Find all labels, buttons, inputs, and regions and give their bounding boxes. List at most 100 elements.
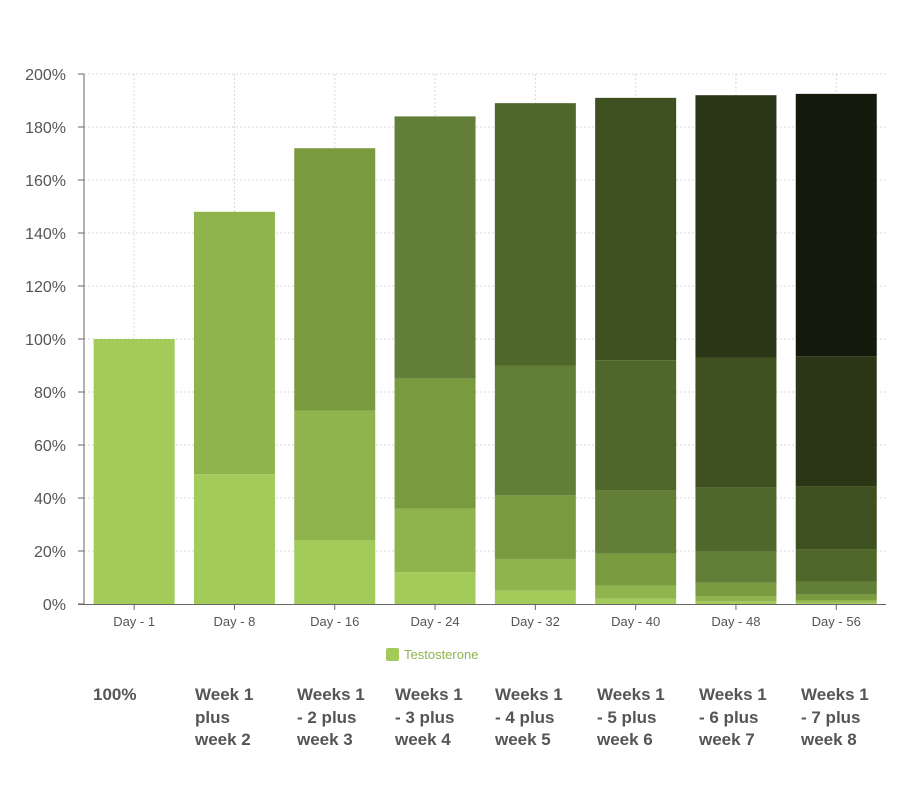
caption-line: - 7 plus [801, 707, 861, 727]
bar-stack[interactable] [795, 93, 877, 604]
y-axis-ticks: 0% 20% 40% 60% 80% 100% 120% 140% 160% 180% 200% [25, 67, 84, 614]
category-caption: 100% [93, 684, 185, 707]
legend-swatch[interactable] [386, 648, 399, 661]
bar-segment[interactable] [695, 487, 777, 551]
stacked-bar-chart: 0% 20% 40% 60% 80% 100% 120% 140% 160% 180% 200% D… [25, 67, 886, 662]
x-tick-label: Day - 1 [113, 614, 155, 629]
y-tick-label: 200% [25, 67, 66, 84]
y-tick-label: 20% [34, 544, 66, 561]
caption-line: - 4 plus [495, 707, 555, 727]
caption-line: week 8 [801, 730, 857, 749]
category-caption: Weeks 1 - 2 plus week 3 [297, 684, 389, 752]
caption-line: plus [195, 707, 230, 727]
caption-line: Weeks 1 [495, 685, 563, 704]
bar-stack[interactable] [595, 97, 677, 604]
bar-segment[interactable] [795, 486, 877, 550]
caption-line: - 2 plus [297, 707, 357, 727]
caption-line: Weeks 1 [699, 685, 767, 704]
bar-stack[interactable] [93, 339, 175, 604]
x-tick-label: Day - 8 [213, 614, 255, 629]
bar-segment[interactable] [695, 357, 777, 488]
category-caption: Weeks 1 - 7 plus week 8 [801, 684, 893, 752]
caption-line: Weeks 1 [801, 685, 869, 704]
caption-line: week 4 [395, 730, 451, 749]
bar-segment[interactable] [795, 594, 877, 601]
y-tick-label: 120% [25, 279, 66, 296]
y-tick-label: 100% [25, 332, 66, 349]
x-axis-ticks: Day - 1 Day - 8 Day - 16 Day - 24 Day - 32 Da… [113, 604, 861, 629]
x-tick-label: Day - 40 [611, 614, 660, 629]
bar-segment[interactable] [595, 598, 677, 604]
bar-segment[interactable] [695, 551, 777, 583]
bar-segment[interactable] [294, 410, 376, 541]
bar-segment[interactable] [294, 148, 376, 411]
caption-line: week 6 [597, 730, 653, 749]
category-captions: 100% Week 1 plus week 2 Weeks 1 - 2 plus week … [0, 684, 900, 784]
bar-segment[interactable] [294, 540, 376, 604]
bar-segment[interactable] [795, 602, 877, 604]
x-tick-label: Day - 24 [410, 614, 459, 629]
caption-line: Weeks 1 [297, 685, 365, 704]
bar-segment[interactable] [595, 490, 677, 554]
bar-segment[interactable] [394, 572, 476, 604]
x-tick-label: Day - 48 [711, 614, 760, 629]
bar-segment[interactable] [193, 211, 275, 475]
y-tick-label: 180% [25, 120, 66, 137]
bar-segment[interactable] [795, 600, 877, 603]
caption-line: Weeks 1 [395, 685, 463, 704]
bar-segment[interactable] [494, 365, 576, 496]
bar-segment[interactable] [695, 601, 777, 604]
legend-label[interactable]: Testosterone [404, 647, 478, 662]
y-tick-label: 0% [43, 597, 66, 614]
x-tick-label: Day - 56 [812, 614, 861, 629]
bar-segment[interactable] [795, 356, 877, 487]
y-tick-label: 80% [34, 385, 66, 402]
bar-segment[interactable] [394, 378, 476, 509]
bar-segment[interactable] [795, 581, 877, 595]
bar-stack[interactable] [394, 116, 476, 604]
bar-segment[interactable] [193, 474, 275, 604]
caption-line: week 2 [195, 730, 251, 749]
bar-stack[interactable] [494, 103, 576, 604]
y-tick-label: 60% [34, 438, 66, 455]
caption-line: - 6 plus [699, 707, 759, 727]
y-tick-label: 160% [25, 173, 66, 190]
bar-stack[interactable] [294, 148, 376, 604]
category-caption: Week 1 plus week 2 [195, 684, 287, 752]
bar-stack[interactable] [193, 211, 275, 604]
category-caption: Weeks 1 - 5 plus week 6 [597, 684, 689, 752]
bar-segment[interactable] [795, 93, 877, 357]
category-caption: Weeks 1 - 3 plus week 4 [395, 684, 487, 752]
caption-line: - 3 plus [395, 707, 455, 727]
caption-line: week 5 [495, 730, 551, 749]
caption-line: 100% [93, 685, 137, 704]
bar-segment[interactable] [494, 103, 576, 366]
bar-segment[interactable] [695, 596, 777, 602]
bar-segment[interactable] [394, 508, 476, 573]
bar-segment[interactable] [795, 549, 877, 582]
category-caption: Weeks 1 - 4 plus week 5 [495, 684, 587, 752]
bar-segment[interactable] [595, 360, 677, 491]
bar-segment[interactable] [93, 339, 175, 604]
bars [93, 93, 877, 604]
y-tick-label: 40% [34, 491, 66, 508]
bar-segment[interactable] [695, 95, 777, 358]
bar-segment[interactable] [595, 585, 677, 599]
bar-segment[interactable] [494, 590, 576, 604]
caption-line: week 7 [699, 730, 755, 749]
bar-segment[interactable] [695, 582, 777, 597]
bar-segment[interactable] [394, 116, 476, 379]
caption-line: week 3 [297, 730, 353, 749]
caption-line: Week 1 [195, 685, 254, 704]
bar-stack[interactable] [695, 95, 777, 604]
y-tick-label: 140% [25, 226, 66, 243]
legend[interactable]: Testosterone [386, 647, 478, 662]
bar-segment[interactable] [595, 553, 677, 586]
bar-segment[interactable] [494, 495, 576, 559]
bar-segment[interactable] [494, 558, 576, 591]
bar-segment[interactable] [595, 97, 677, 361]
category-caption: Weeks 1 - 6 plus week 7 [699, 684, 791, 752]
caption-line: Weeks 1 [597, 685, 665, 704]
x-tick-label: Day - 32 [511, 614, 560, 629]
x-tick-label: Day - 16 [310, 614, 359, 629]
